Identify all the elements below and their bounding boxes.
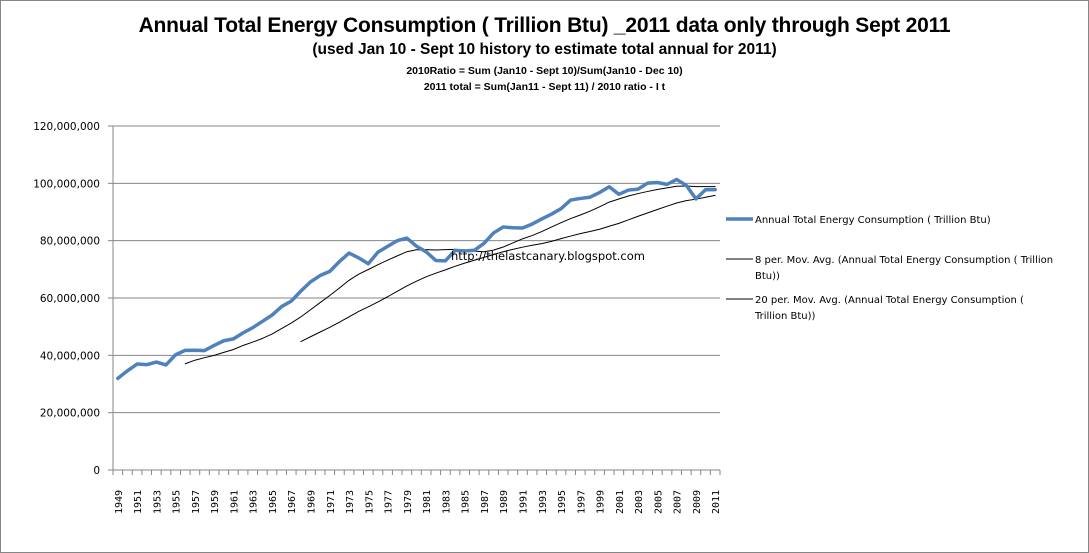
x-tick-label: 1995: [557, 490, 568, 514]
x-tick-label: 1977: [384, 490, 395, 514]
chart-note-total: 2011 total = Sum(Jan11 - Sept 11) / 2010…: [423, 81, 666, 93]
x-tick-label: 1975: [364, 490, 375, 514]
legend-label: 20 per. Mov. Avg. (Annual Total Energy C…: [755, 295, 1024, 306]
chart-subtitle: (used Jan 10 - Sept 10 history to estima…: [312, 41, 777, 58]
x-tick-label: 1979: [403, 490, 414, 514]
series-ma20-line: [300, 194, 716, 343]
y-tick-label: 100,000,000: [33, 178, 100, 190]
x-tick-label: 1963: [249, 490, 260, 514]
y-tick-label: 80,000,000: [40, 236, 100, 248]
x-tick-label: 1951: [133, 490, 144, 514]
x-tick-label: 1959: [210, 490, 221, 514]
y-tick-label: 0: [93, 465, 100, 477]
x-tick-label: 1969: [307, 490, 318, 514]
legend-label: 8 per. Mov. Avg. (Annual Total Energy Co…: [755, 255, 1053, 266]
x-tick-label: 1949: [114, 490, 125, 514]
x-tick-label: 1983: [441, 490, 452, 514]
y-tick-label: 60,000,000: [40, 293, 100, 305]
x-tick-label: 2011: [711, 490, 722, 514]
x-tick-label: 1987: [480, 490, 491, 514]
x-tick-label: 2009: [692, 490, 703, 514]
y-tick-label: 20,000,000: [40, 408, 100, 420]
x-tick-label: 1961: [229, 490, 240, 514]
x-tick-label: 1953: [152, 490, 163, 514]
x-tick-label: 1965: [268, 490, 279, 514]
x-tick-label: 1981: [422, 490, 433, 514]
y-tick-label: 40,000,000: [40, 350, 100, 362]
chart-note-ratio: 2010Ratio = Sum (Jan10 - Sept 10)/Sum(Ja…: [406, 65, 683, 77]
x-tick-label: 1999: [596, 490, 607, 514]
x-tick-label: 1989: [499, 490, 510, 514]
series-ma8-line: [184, 185, 716, 365]
x-tick-label: 1967: [287, 490, 298, 514]
x-tick-label: 2003: [634, 490, 645, 514]
x-tick-label: 1955: [172, 490, 183, 514]
x-tick-label: 2007: [673, 490, 684, 514]
x-tick-label: 1997: [576, 490, 587, 514]
x-tick-label: 1993: [538, 490, 549, 514]
legend-label: Btu)): [755, 271, 780, 282]
x-tick-label: 2005: [653, 490, 664, 514]
x-tick-label: 1971: [326, 490, 337, 514]
chart-title: Annual Total Energy Consumption ( Trilli…: [138, 14, 951, 37]
x-tick-label: 1985: [461, 490, 472, 514]
x-tick-label: 1957: [191, 490, 202, 514]
x-tick-label: 1991: [518, 490, 529, 514]
y-tick-label: 120,000,000: [33, 121, 100, 133]
watermark-url: http://thelastcanary.blogspot.com: [451, 249, 645, 263]
legend-label: Trillion Btu)): [754, 311, 816, 322]
series-consumption-line: [116, 177, 717, 381]
x-tick-label: 2001: [615, 490, 626, 514]
legend-label: Annual Total Energy Consumption ( Trilli…: [755, 215, 991, 226]
x-tick-label: 1973: [345, 490, 356, 514]
